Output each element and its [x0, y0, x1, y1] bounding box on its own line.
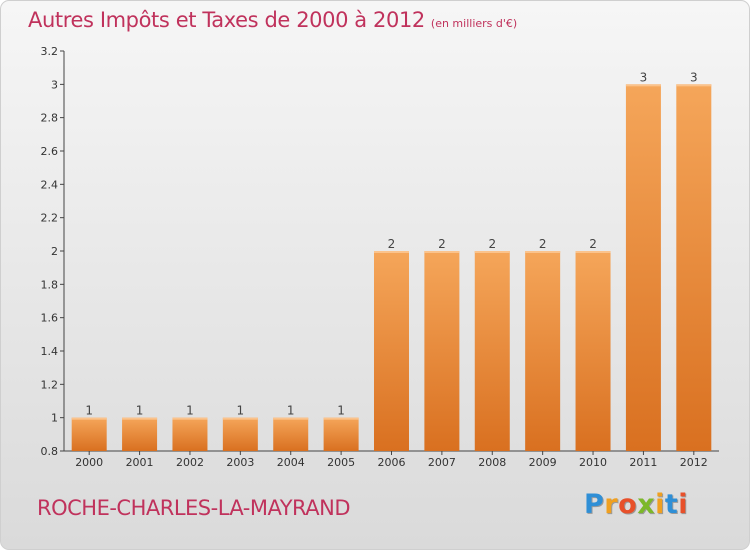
logo-letter: i — [655, 489, 665, 520]
bar-2012 — [676, 84, 712, 451]
commune-name: ROCHE-CHARLES-LA-MAYRAND — [37, 496, 351, 520]
logo-letter: x — [637, 489, 656, 520]
data-label: 1 — [287, 404, 295, 418]
bar-2010 — [575, 251, 611, 451]
y-tick-label: 2.6 — [41, 145, 59, 158]
bar-highlight — [525, 251, 561, 253]
x-tick-label: 2010 — [579, 456, 607, 469]
bar-2009 — [525, 251, 561, 451]
bar-highlight — [71, 417, 107, 420]
bar-highlight — [273, 417, 309, 420]
x-tick-label: 2003 — [226, 456, 254, 469]
logo-letter: t — [664, 489, 679, 520]
y-tick-label: 3 — [51, 78, 58, 91]
bar-highlight — [172, 417, 208, 420]
data-labels: 1 1 1 1 1 1 2 2 2 2 2 3 3 — [85, 70, 697, 417]
data-label: 1 — [136, 404, 144, 418]
y-tick-label: 2.8 — [41, 112, 59, 125]
y-tick-label: 1.8 — [41, 278, 59, 291]
x-tick-label: 2012 — [680, 456, 708, 469]
data-label: 2 — [539, 237, 547, 251]
bar-2002 — [172, 417, 208, 451]
data-label: 1 — [85, 404, 93, 418]
y-tick-label: 3.2 — [41, 45, 59, 58]
proxiti-logo: Proxiti — [584, 489, 688, 520]
x-axis: 2000 2001 2002 2003 2004 2005 2006 2007 2008 2009… — [64, 450, 719, 469]
bar-2001 — [122, 417, 158, 451]
y-tick-label: 1.2 — [41, 378, 59, 391]
x-tick-label: 2000 — [75, 456, 103, 469]
x-tick-label: 2009 — [529, 456, 557, 469]
x-tick-label: 2006 — [378, 456, 406, 469]
data-label: 3 — [640, 70, 648, 84]
logo-letter: i — [678, 489, 689, 520]
y-tick-label: 0.8 — [41, 445, 59, 458]
y-tick-label: 2.2 — [41, 212, 59, 225]
chart-header: Autres Impôts et Taxes de 2000 à 2012 (en… — [28, 8, 517, 32]
data-label: 2 — [388, 237, 396, 251]
data-label: 1 — [186, 404, 194, 418]
data-label: 1 — [337, 404, 345, 418]
x-tick-label: 2001 — [126, 456, 154, 469]
y-axis: 0.8 1 1.2 1.4 1.6 1.8 2 2.2 2.4 2.6 2.8 3 3.2 — [41, 45, 65, 458]
logo-letter: P — [584, 489, 605, 520]
bar-2003 — [222, 417, 258, 451]
data-label: 2 — [589, 237, 597, 251]
y-tick-label: 1 — [51, 412, 58, 425]
data-label: 2 — [438, 237, 446, 251]
bar-2008 — [474, 251, 510, 451]
bar-2011 — [625, 84, 661, 451]
data-label: 2 — [488, 237, 496, 251]
data-label: 3 — [690, 70, 698, 84]
x-tick-label: 2007 — [428, 456, 456, 469]
bar-2004 — [273, 417, 309, 451]
x-tick-label: 2005 — [327, 456, 355, 469]
y-tick-label: 1.6 — [41, 312, 59, 325]
bar-highlight — [625, 84, 661, 87]
y-tick-label: 2.4 — [41, 178, 59, 191]
bar-highlight — [222, 417, 258, 420]
bar-2005 — [323, 417, 359, 451]
bar-highlight — [374, 251, 409, 253]
bars — [71, 84, 712, 451]
x-tick-label: 2004 — [277, 456, 305, 469]
bar-highlight — [474, 251, 510, 253]
x-tick-label: 2008 — [478, 456, 506, 469]
bar-2007 — [424, 251, 460, 451]
chart-title: Autres Impôts et Taxes de 2000 à 2012 — [28, 8, 425, 32]
chart-unit: (en milliers d'€) — [430, 17, 518, 30]
bar-2006 — [374, 251, 409, 451]
bar-highlight — [676, 84, 712, 87]
data-label: 1 — [237, 404, 245, 418]
y-tick-label: 2 — [51, 245, 58, 258]
x-tick-label: 2002 — [176, 456, 204, 469]
bar-highlight — [323, 417, 359, 420]
bar-highlight — [122, 417, 158, 420]
logo-letter: r — [604, 489, 619, 520]
y-tick-label: 1.4 — [41, 345, 59, 358]
logo-letter: o — [618, 489, 638, 520]
bar-highlight — [575, 251, 611, 253]
x-tick-label: 2011 — [629, 456, 657, 469]
bar-highlight — [424, 251, 460, 253]
bar-2000 — [71, 417, 107, 451]
